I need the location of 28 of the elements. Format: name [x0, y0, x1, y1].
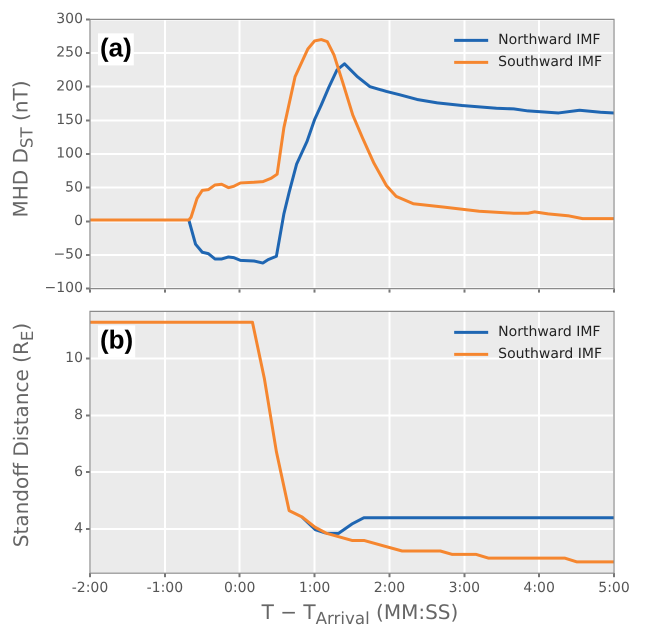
x-axis-title: T − T$_{Arrival}$ (MM:SS)	[260, 600, 460, 628]
legend-label: Southward IMF	[498, 346, 602, 362]
x-tick-label: -2:00	[72, 580, 108, 596]
x-tick-label: -1:00	[146, 580, 184, 596]
x-tick-label: 3:00	[448, 580, 480, 596]
y-tick-label: 100	[56, 146, 83, 162]
legend-label: Northward IMF	[498, 32, 600, 48]
y-tick-label: 4	[74, 520, 84, 537]
x-tick-label: 1:00	[298, 580, 330, 596]
annotation: (a)	[100, 32, 132, 63]
x-tick-label: 4:00	[523, 580, 555, 596]
legend-label: Northward IMF	[498, 324, 600, 340]
y-tick-label: −50	[53, 246, 83, 263]
y-tick-label: 0	[74, 212, 83, 229]
x-tick-label: 2:00	[374, 580, 406, 596]
y-tick-label: −100	[44, 280, 83, 296]
annotation: (b)	[100, 324, 134, 355]
y-tick-label: 250	[56, 44, 83, 61]
y-tick-label: 8	[74, 406, 83, 423]
y-tick-label: 150	[56, 112, 83, 128]
x-tick-label: 5:00	[598, 580, 630, 596]
y-tick-label: 50	[65, 179, 83, 196]
x-tick-label: 0:00	[224, 580, 256, 596]
y-tick-label: 6	[74, 464, 84, 480]
y-tick-label: 300	[56, 11, 83, 28]
legend-label: Southward IMF	[498, 54, 602, 70]
y-tick-label: 200	[56, 78, 83, 94]
y-tick-label: 10	[65, 350, 83, 366]
